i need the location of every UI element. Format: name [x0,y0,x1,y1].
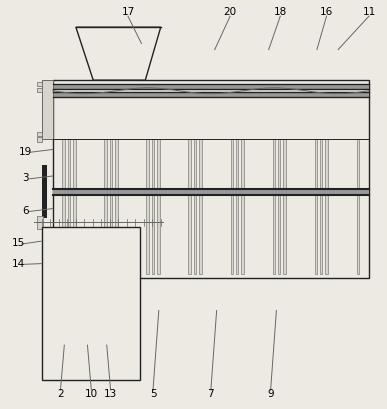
Bar [272,195,275,274]
Bar [236,195,238,274]
Text: 14: 14 [12,258,25,269]
Bar [278,195,280,274]
Text: 2: 2 [57,389,64,399]
Bar [104,195,107,274]
Bar [115,195,118,274]
Bar [272,139,275,189]
Text: 18: 18 [274,7,287,17]
Text: 7: 7 [207,389,214,399]
Bar [157,139,159,189]
Bar [73,139,75,189]
Polygon shape [76,27,161,80]
Text: 5: 5 [150,389,156,399]
Bar [356,139,359,189]
Bar [241,195,244,274]
Bar [157,195,159,274]
Bar [325,139,328,189]
Bar [53,189,369,195]
Text: 19: 19 [19,146,33,157]
Bar [315,195,317,274]
Bar [283,139,286,189]
Bar [42,80,53,139]
Bar [62,195,65,274]
Bar [199,139,202,189]
Bar [320,195,322,274]
Bar [278,139,280,189]
Bar [188,139,191,189]
Bar [315,139,317,189]
Bar [283,195,286,274]
Bar [194,195,196,274]
Bar [42,165,47,218]
Text: 10: 10 [85,389,98,399]
Text: 13: 13 [104,389,117,399]
Bar [152,195,154,274]
Bar [110,195,112,274]
Bar [68,139,70,189]
Bar [37,88,42,92]
Text: 15: 15 [12,238,25,248]
Bar [104,139,107,189]
Text: 17: 17 [121,7,135,17]
Text: 3: 3 [22,173,29,183]
Text: 9: 9 [267,389,274,399]
Bar [37,82,42,86]
Bar [231,195,233,274]
Bar [68,195,70,274]
Bar [115,139,118,189]
Bar [37,216,43,229]
Bar [110,139,112,189]
Bar [37,132,42,136]
Bar [236,139,238,189]
Bar [325,195,328,274]
Bar [152,139,154,189]
Bar [62,139,65,189]
Text: 20: 20 [224,7,237,17]
Bar [241,139,244,189]
Bar [37,137,42,142]
Bar [194,139,196,189]
Bar [320,139,322,189]
Bar [53,80,369,278]
Text: 16: 16 [320,7,333,17]
Text: 11: 11 [362,7,375,17]
Bar [53,92,369,97]
Bar [199,195,202,274]
Text: 6: 6 [22,206,29,216]
Bar [188,195,191,274]
Bar [356,195,359,274]
Bar [42,227,140,380]
Bar [53,84,369,89]
Bar [146,195,149,274]
Bar [146,139,149,189]
Bar [231,139,233,189]
Bar [73,195,75,274]
